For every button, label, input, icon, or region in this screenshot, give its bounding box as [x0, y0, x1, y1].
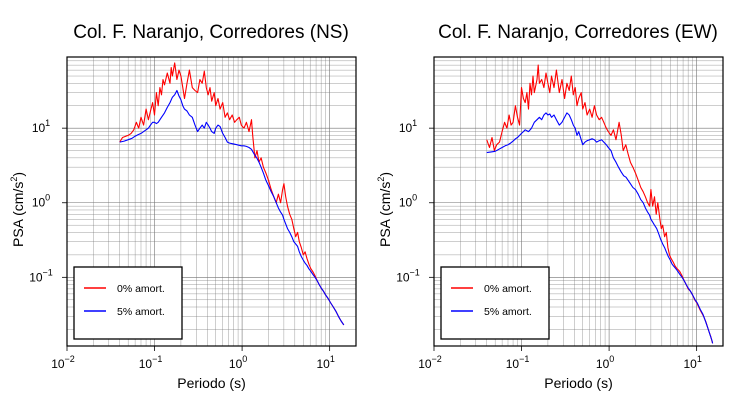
y-tick-label: 10−1	[396, 267, 420, 284]
x-tick-label: 10−1	[139, 354, 163, 371]
series-line-undamped	[119, 62, 345, 326]
chart-title: Col. F. Naranjo, Corredores (EW)	[438, 22, 718, 43]
y-tick-label: 101	[32, 118, 50, 135]
x-tick-label: 10−1	[506, 354, 530, 371]
legend-label: 0% amort.	[484, 283, 532, 295]
grid-lines	[433, 56, 724, 346]
y-axis-label: PSA (cm/s2)	[376, 172, 393, 247]
legend: 0% amort. 5% amort.	[440, 266, 550, 340]
plot-frame	[433, 56, 724, 347]
series-line-damped	[486, 112, 714, 344]
series-line-damped	[119, 89, 345, 326]
chart-panel-1: Col. F. Naranjo, Corredores (NS) 10−2 10−1…	[9, 22, 357, 391]
y-tick-label: 100	[32, 193, 50, 210]
chart-panel-2: Col. F. Naranjo, Corredores (EW) 10−2 10−1…	[376, 22, 724, 391]
plot-frame	[66, 56, 357, 347]
legend: 0% amort. 5% amort.	[73, 266, 183, 340]
legend-label: 0% amort.	[117, 283, 165, 295]
x-tick-label: 101	[683, 354, 701, 371]
x-tick-label: 100	[596, 354, 614, 371]
legend-box	[440, 266, 550, 340]
axis-tick-marks	[429, 127, 698, 351]
legend-box	[73, 266, 183, 340]
chart-title: Col. F. Naranjo, Corredores (NS)	[73, 22, 349, 43]
y-tick-label: 100	[399, 193, 417, 210]
y-tick-label: 101	[399, 118, 417, 135]
x-axis-label: Periodo (s)	[544, 375, 612, 391]
y-axis-label: PSA (cm/s2)	[9, 172, 26, 247]
axis-tick-marks	[62, 127, 331, 351]
series-line-undamped	[486, 64, 714, 344]
y-tick-label: 10−1	[29, 267, 53, 284]
x-tick-label: 100	[229, 354, 247, 371]
x-tick-label: 10−2	[51, 354, 75, 371]
legend-label: 5% amort.	[484, 306, 532, 318]
x-tick-label: 10−2	[418, 354, 442, 371]
grid-lines	[66, 56, 357, 346]
legend-label: 5% amort.	[117, 306, 165, 318]
x-axis-label: Periodo (s)	[177, 375, 245, 391]
x-tick-label: 101	[316, 354, 334, 371]
